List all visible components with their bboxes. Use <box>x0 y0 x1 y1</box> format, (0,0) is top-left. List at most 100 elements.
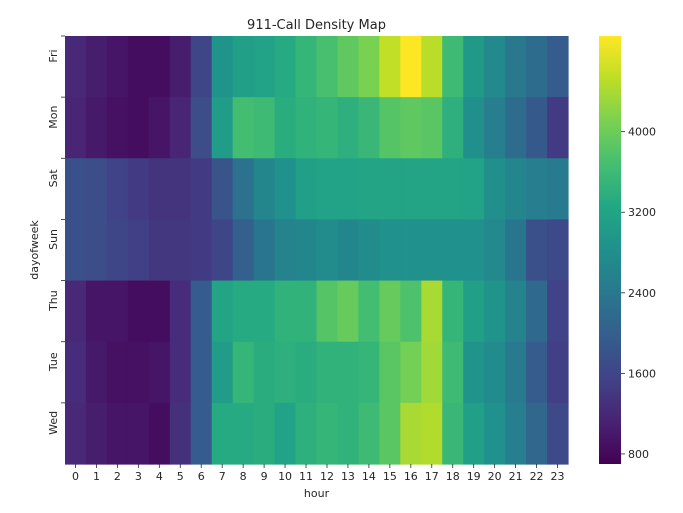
heatmap-cell-thu-22 <box>526 280 548 343</box>
heatmap-cell-sat-7 <box>211 158 234 221</box>
y-tick-label: Tue <box>47 352 60 372</box>
heatmap-cell-thu-13 <box>337 280 360 343</box>
y-tick-label: Thu <box>47 290 60 312</box>
heatmap-cell-mon-13 <box>337 97 360 159</box>
x-tick-label: 11 <box>299 470 313 483</box>
heatmap-cell-wed-5 <box>169 402 192 465</box>
heatmap-cell-tue-1 <box>85 341 108 404</box>
heatmap-cell-wed-18 <box>442 402 464 465</box>
heatmap-cell-wed-9 <box>253 402 276 465</box>
heatmap-cell-sat-12 <box>316 158 339 221</box>
x-tick-label: 0 <box>72 470 79 483</box>
heatmap-cell-wed-21 <box>505 402 527 465</box>
heatmap-cell-wed-14 <box>358 402 380 465</box>
x-tick-label: 2 <box>114 470 121 483</box>
heatmap-cell-thu-23 <box>547 280 569 343</box>
colorbar-tick-label: 4000 <box>628 126 656 139</box>
heatmap-cell-wed-0 <box>65 402 87 465</box>
heatmap-cell-fri-11 <box>295 36 318 98</box>
heatmap-cell-thu-6 <box>190 280 213 343</box>
heatmap-cell-thu-17 <box>421 280 443 343</box>
heatmap-cell-thu-11 <box>295 280 318 343</box>
heatmap-cell-wed-6 <box>190 402 213 465</box>
heatmap-cell-thu-10 <box>274 280 297 343</box>
heatmap-cell-tue-3 <box>127 341 150 404</box>
heatmap-cell-fri-6 <box>190 36 213 98</box>
heatmap-cell-sat-3 <box>127 158 150 221</box>
x-tick-label: 9 <box>261 470 268 483</box>
heatmap-cell-sat-18 <box>442 158 464 221</box>
heatmap-cell-tue-18 <box>442 341 464 404</box>
heatmap-cell-sat-22 <box>526 158 548 221</box>
heatmap-cell-sun-17 <box>421 219 443 282</box>
heatmap-cell-wed-13 <box>337 402 360 465</box>
x-tick-label: 10 <box>278 470 292 483</box>
heatmap-cell-mon-16 <box>400 97 422 159</box>
heatmap-cell-fri-23 <box>547 36 569 98</box>
heatmap-cell-fri-14 <box>358 36 380 98</box>
heatmap-cell-sun-12 <box>316 219 339 282</box>
heatmap-cell-thu-14 <box>358 280 380 343</box>
heatmap-cell-sat-11 <box>295 158 318 221</box>
heatmap-cell-sat-1 <box>85 158 108 221</box>
y-axis-label: dayofweek <box>28 220 41 280</box>
heatmap-cell-fri-7 <box>211 36 234 98</box>
x-tick-label: 3 <box>135 470 142 483</box>
colorbar-tick-label: 800 <box>628 448 649 461</box>
heatmap-cell-tue-8 <box>232 341 255 404</box>
heatmap-cell-mon-23 <box>547 97 569 159</box>
heatmap-cell-mon-20 <box>484 97 506 159</box>
heatmap-cell-sat-20 <box>484 158 506 221</box>
heatmap-cell-tue-12 <box>316 341 339 404</box>
heatmap-cell-mon-1 <box>85 97 108 159</box>
heatmap-cell-mon-14 <box>358 97 380 159</box>
heatmap-cell-sat-4 <box>148 158 171 221</box>
heatmap-cell-wed-8 <box>232 402 255 465</box>
heatmap-cell-fri-20 <box>484 36 506 98</box>
x-tick-label: 4 <box>156 470 163 483</box>
heatmap-cell-sun-16 <box>400 219 422 282</box>
heatmap-cell-tue-17 <box>421 341 443 404</box>
colorbar-tick-label: 3200 <box>628 206 656 219</box>
heatmap-cells <box>65 36 569 465</box>
heatmap-cell-sat-23 <box>547 158 569 221</box>
heatmap-cell-sat-21 <box>505 158 527 221</box>
heatmap-cell-fri-16 <box>400 36 422 98</box>
heatmap-cell-fri-8 <box>232 36 255 98</box>
heatmap-cell-sun-10 <box>274 219 297 282</box>
heatmap-cell-fri-4 <box>148 36 171 98</box>
x-axis-label: hour <box>304 487 330 500</box>
heatmap-cell-mon-17 <box>421 97 443 159</box>
heatmap-cell-tue-14 <box>358 341 380 404</box>
heatmap-cell-mon-9 <box>253 97 276 159</box>
heatmap-cell-thu-0 <box>65 280 87 343</box>
heatmap-cell-mon-2 <box>106 97 129 159</box>
heatmap-cell-sat-17 <box>421 158 443 221</box>
heatmap-cell-thu-18 <box>442 280 464 343</box>
heatmap-cell-sun-23 <box>547 219 569 282</box>
x-tick-label: 15 <box>383 470 397 483</box>
heatmap-cell-fri-19 <box>463 36 485 98</box>
heatmap-cell-mon-19 <box>463 97 485 159</box>
heatmap-cell-tue-2 <box>106 341 129 404</box>
x-tick-label: 8 <box>240 470 247 483</box>
heatmap-cell-fri-17 <box>421 36 443 98</box>
y-tick-label: Fri <box>47 49 60 62</box>
heatmap-cell-fri-18 <box>442 36 464 98</box>
heatmap-cell-sun-5 <box>169 219 192 282</box>
heatmap-cell-sun-19 <box>463 219 485 282</box>
heatmap-cell-fri-15 <box>379 36 401 98</box>
heatmap-cell-tue-11 <box>295 341 318 404</box>
colorbar-tick-label: 1600 <box>628 367 656 380</box>
heatmap-cell-tue-5 <box>169 341 192 404</box>
x-tick-label: 16 <box>404 470 418 483</box>
heatmap-cell-thu-19 <box>463 280 485 343</box>
heatmap-cell-fri-0 <box>65 36 87 98</box>
x-tick-label: 23 <box>551 470 565 483</box>
heatmap-cell-wed-11 <box>295 402 318 465</box>
heatmap-cell-thu-5 <box>169 280 192 343</box>
heatmap-cell-thu-8 <box>232 280 255 343</box>
heatmap-cell-mon-15 <box>379 97 401 159</box>
heatmap-cell-wed-1 <box>85 402 108 465</box>
